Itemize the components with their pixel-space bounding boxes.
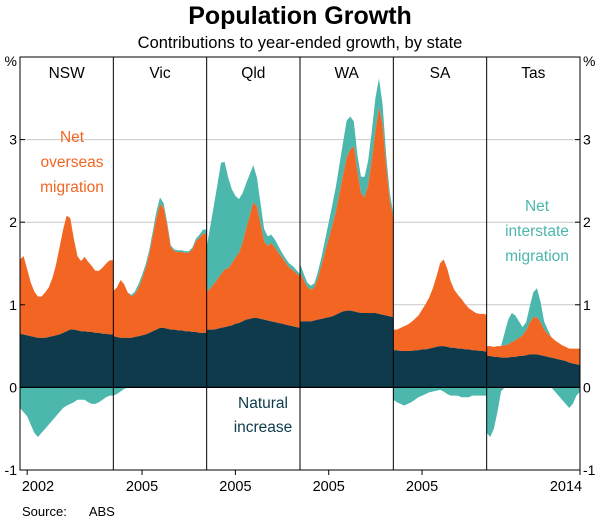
area-net-overseas-migration [393, 259, 487, 352]
area-natural-increase [20, 329, 114, 388]
panel-label: WA [334, 65, 359, 82]
area-natural-increase [393, 346, 487, 388]
area-net-interstate-migration [300, 78, 394, 290]
area-net-interstate-migration [486, 288, 580, 349]
panel-label: Qld [241, 65, 265, 82]
area-natural-increase [206, 318, 300, 388]
area-net-interstate-migration-negative [20, 387, 114, 437]
annotation-series-label: Net [525, 198, 550, 215]
area-net-interstate-migration [206, 161, 300, 293]
panel-label: Tas [521, 65, 545, 82]
area-net-overseas-migration [113, 204, 207, 338]
panel-label: Vic [149, 65, 171, 82]
x-axis-year-label: 2005 [126, 479, 158, 495]
y-axis-label-right: 0 [583, 379, 591, 395]
panel-label: NSW [49, 65, 86, 82]
chart-title: Population Growth [188, 2, 412, 30]
panel-label: SA [430, 65, 451, 82]
x-axis-year-label: 2005 [406, 479, 438, 495]
annotation-series-label: migration [505, 248, 569, 265]
annotation-series-label: interstate [505, 223, 569, 240]
x-axis-year-label: 2002 [22, 479, 54, 495]
area-natural-increase [486, 354, 580, 388]
y-axis-unit-right: % [583, 53, 595, 69]
x-axis-year-label: 2005 [313, 479, 345, 495]
x-axis-year-label: 2014 [550, 479, 582, 495]
y-axis-label-left: 2 [9, 214, 17, 230]
area-net-overseas-migration [20, 215, 114, 338]
area-natural-increase [300, 310, 394, 388]
y-axis-label-left: 0 [9, 379, 17, 395]
x-axis-year-label: 2005 [219, 479, 251, 495]
y-axis-label-left: -1 [5, 462, 18, 478]
chart-subtitle: Contributions to year-ended growth, by s… [137, 34, 463, 52]
y-axis-label-right: 3 [583, 132, 591, 148]
annotation-series-label: migration [40, 179, 104, 196]
y-axis-label-left: 3 [9, 132, 17, 148]
y-axis-label-left: 1 [9, 297, 17, 313]
area-net-overseas-migration [486, 317, 580, 366]
y-axis-label-right: -1 [583, 462, 596, 478]
y-axis-label-right: 2 [583, 214, 591, 230]
annotation-series-label: Net [60, 129, 85, 146]
area-net-interstate-migration-negative [393, 387, 487, 406]
annotation-series-label: overseas [41, 154, 104, 171]
annotation-series-label: increase [234, 419, 293, 436]
annotation-series-label: Natural [238, 395, 288, 412]
area-net-overseas-migration [300, 107, 394, 322]
source-note: Source: ABS [22, 504, 115, 519]
area-natural-increase [113, 327, 207, 388]
area-net-overseas-migration [206, 202, 300, 330]
area-net-interstate-migration-negative [486, 387, 580, 437]
y-axis-unit-left: % [5, 53, 17, 69]
source-label: Source: [22, 504, 67, 519]
area-net-interstate-migration-negative [113, 387, 207, 396]
source-value: ABS [88, 504, 115, 519]
y-axis-label-right: 1 [583, 297, 591, 313]
